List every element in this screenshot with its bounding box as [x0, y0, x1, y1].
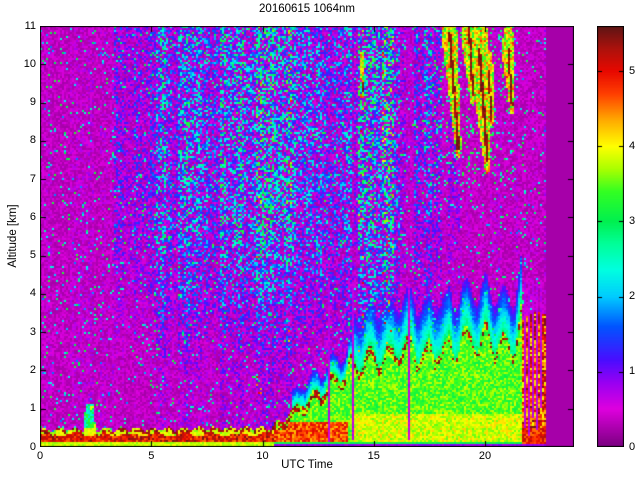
y-tick-label: 10 — [23, 57, 36, 70]
colorbar-tick-label: 5 — [629, 64, 636, 77]
colorbar-tick-label: 2 — [629, 290, 636, 303]
y-tick-label: 11 — [24, 19, 36, 32]
y-tick-label: 3 — [29, 325, 36, 338]
colorbar-tick-label: 0 — [629, 440, 636, 453]
y-tick-label: 6 — [29, 210, 36, 223]
y-tick-label: 8 — [29, 134, 36, 147]
colorbar-tick-label: 4 — [629, 139, 636, 152]
y-tick-label: 4 — [29, 287, 36, 300]
x-tick-label: 15 — [367, 450, 380, 462]
y-tick-label: 7 — [29, 172, 36, 185]
colorbar — [597, 26, 624, 447]
colorbar-tick-label: 3 — [629, 214, 636, 227]
y-tick-label: 0 — [29, 440, 36, 453]
chart-title: 20160615 1064nm — [259, 3, 355, 15]
colorbar-tick-label: 1 — [629, 365, 636, 378]
x-tick-label: 5 — [148, 450, 155, 462]
x-tick-label: 20 — [478, 450, 492, 462]
y-tick-label: 1 — [29, 402, 36, 415]
x-axis-label: UTC Time — [281, 459, 333, 471]
y-tick-label: 2 — [29, 363, 36, 376]
x-tick-label: 10 — [256, 450, 269, 462]
x-tick-label: 0 — [36, 450, 44, 462]
y-tick-label: 5 — [29, 249, 36, 262]
heatmap-plot-area — [40, 26, 574, 447]
y-tick-label: 9 — [29, 96, 36, 109]
